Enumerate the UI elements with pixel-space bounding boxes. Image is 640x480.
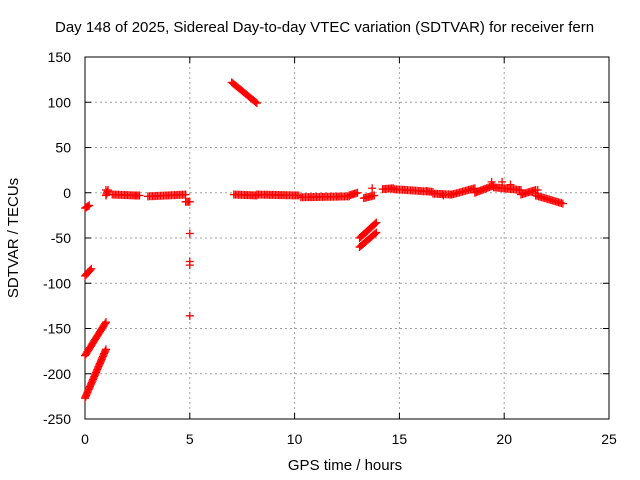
- y-axis-label: SDTVAR / TECUs: [5, 178, 22, 298]
- data-point: [439, 191, 448, 200]
- data-point: [370, 191, 379, 200]
- data-point: [101, 186, 110, 195]
- y-tick-label: -100: [43, 275, 71, 291]
- x-axis-label: GPS time / hours: [288, 457, 402, 474]
- data-point: [372, 218, 381, 227]
- data-point: [371, 229, 380, 238]
- y-tick-label: -150: [43, 321, 71, 337]
- chart-title: Day 148 of 2025, Sidereal Day-to-day VTE…: [55, 19, 594, 36]
- data-point: [185, 197, 194, 206]
- y-tick-label: 0: [63, 185, 71, 201]
- y-tick-label: 150: [48, 49, 72, 65]
- data-point: [498, 177, 507, 186]
- axis-ticks: [84, 56, 610, 420]
- data-point: [86, 265, 95, 274]
- data-point: [101, 319, 110, 328]
- data-point: [487, 177, 496, 186]
- grid-lines: [85, 57, 609, 419]
- y-tick-label: 100: [48, 94, 72, 110]
- data-point: [181, 190, 190, 199]
- data-point: [101, 345, 110, 354]
- data-point: [368, 184, 377, 193]
- data-point: [185, 311, 194, 320]
- data-point: [83, 202, 92, 211]
- data-point: [135, 191, 144, 200]
- data-point: [422, 186, 431, 195]
- x-tick-labels: 0 5 10 15 20 25: [81, 431, 617, 447]
- data-point: [372, 228, 381, 237]
- data-point: [185, 229, 194, 238]
- y-tick-label: 50: [55, 140, 71, 156]
- y-tick-label: -200: [43, 366, 71, 382]
- x-tick-label: 25: [601, 431, 617, 447]
- data-point: [185, 261, 194, 270]
- data-point: [506, 180, 515, 189]
- data-marks: [81, 78, 567, 403]
- x-tick-label: 10: [287, 431, 303, 447]
- y-tick-labels: -250 -200 -150 -100 -50 0 50 100 150: [43, 49, 71, 427]
- data-point: [251, 98, 260, 107]
- data-point: [85, 201, 94, 210]
- x-tick-label: 0: [81, 431, 89, 447]
- x-tick-label: 5: [186, 431, 194, 447]
- data-point: [353, 188, 362, 197]
- data-point: [558, 199, 567, 208]
- data-point: [101, 318, 110, 327]
- y-tick-label: -50: [51, 230, 71, 246]
- y-tick-label: -250: [43, 411, 71, 427]
- data-point: [84, 202, 93, 211]
- x-tick-label: 20: [496, 431, 512, 447]
- data-point: [371, 219, 380, 228]
- data-point: [87, 264, 96, 273]
- data-point: [252, 99, 261, 108]
- data-point: [533, 186, 542, 195]
- x-tick-label: 15: [392, 431, 408, 447]
